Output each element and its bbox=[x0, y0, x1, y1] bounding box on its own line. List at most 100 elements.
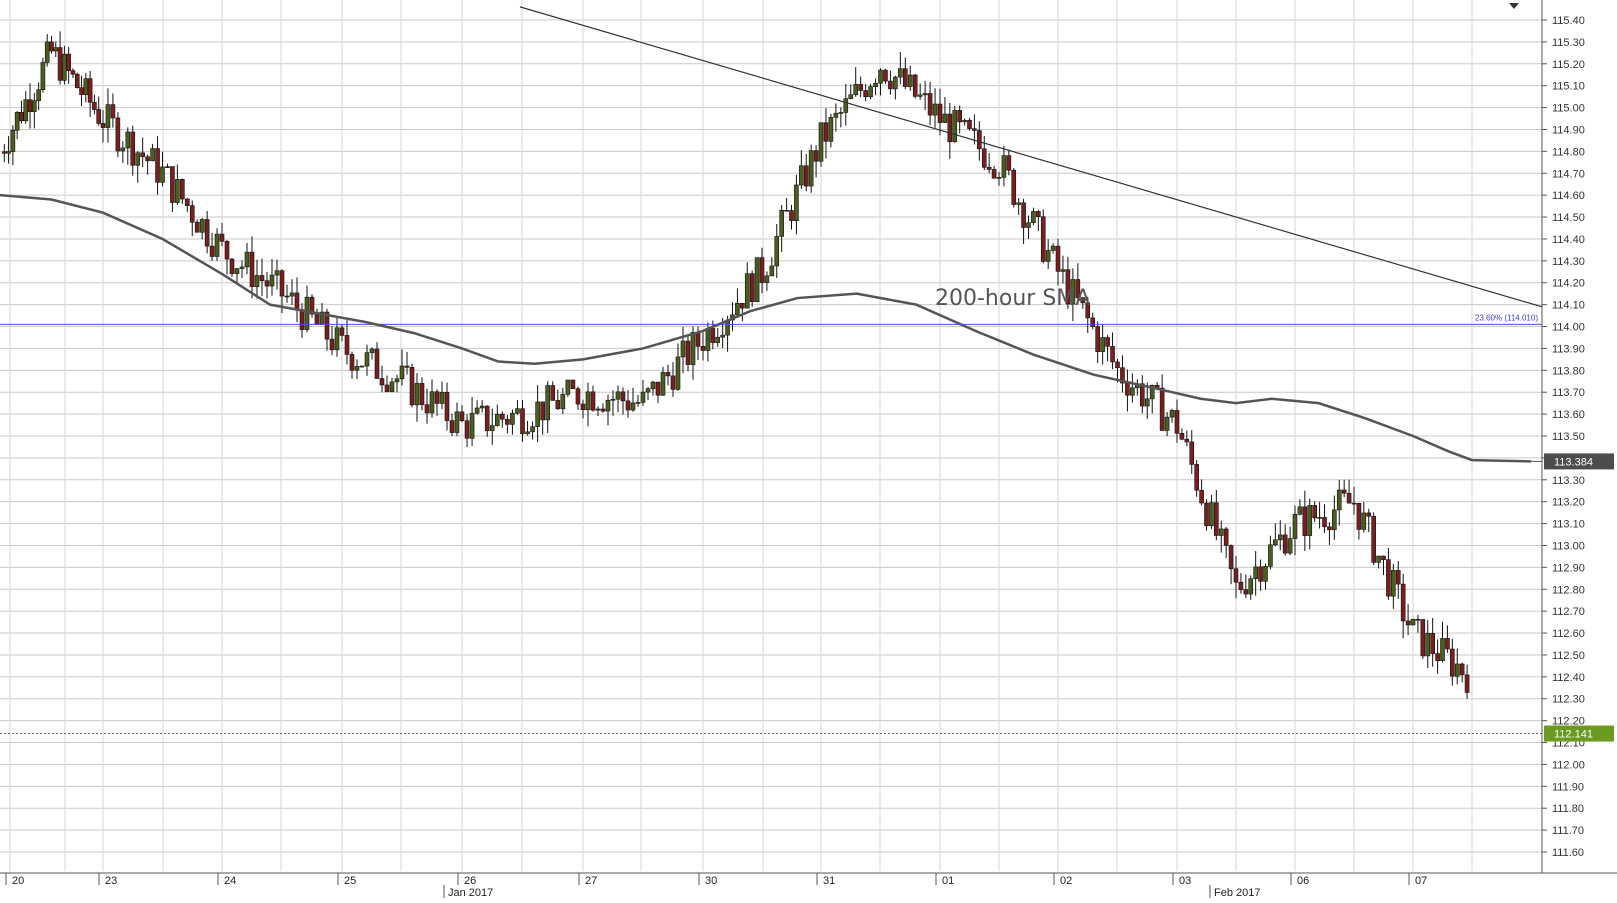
candle-up bbox=[1016, 202, 1021, 205]
y-tick-label: 114.90 bbox=[1552, 124, 1585, 136]
candle-down bbox=[344, 335, 350, 355]
candle-down bbox=[339, 327, 345, 336]
candle-down bbox=[590, 391, 596, 411]
candle-down bbox=[500, 413, 505, 420]
y-tick-label: 111.70 bbox=[1552, 825, 1584, 837]
candle-down bbox=[981, 148, 987, 168]
candle-up bbox=[1391, 570, 1396, 597]
candle-down bbox=[813, 150, 819, 162]
candle-down bbox=[92, 101, 97, 110]
candle-down bbox=[189, 205, 195, 223]
candle-down bbox=[1258, 566, 1263, 582]
x-tick-label: 07 bbox=[1415, 875, 1427, 887]
label-layer: 23.60% (114.010) 200-hour SMA 113.384 112.1… bbox=[935, 3, 1614, 742]
candle-down bbox=[1021, 202, 1026, 228]
x-tick-label: 30 bbox=[705, 875, 717, 887]
candle-up bbox=[1297, 506, 1303, 515]
y-tick-label: 113.70 bbox=[1552, 387, 1585, 399]
candle-down bbox=[299, 309, 305, 330]
x-month-label: Jan 2017 bbox=[448, 887, 493, 898]
candle-up bbox=[354, 366, 360, 371]
candle-down bbox=[424, 404, 430, 414]
candle-down bbox=[550, 385, 556, 401]
candle-down bbox=[1090, 317, 1096, 327]
candle-up bbox=[952, 110, 958, 143]
candle-down bbox=[87, 78, 93, 103]
candle-down bbox=[224, 241, 230, 260]
candle-down bbox=[145, 156, 150, 162]
y-tick-label: 114.10 bbox=[1552, 300, 1585, 312]
candle-up bbox=[199, 219, 205, 233]
candle-up bbox=[1045, 250, 1051, 262]
sma-price-tag-bg bbox=[1544, 453, 1614, 470]
candle-up bbox=[515, 408, 520, 414]
sma-price-tag: 113.384 bbox=[1554, 456, 1593, 468]
candle-down bbox=[1371, 515, 1376, 563]
candle-up bbox=[705, 328, 711, 351]
candle-up bbox=[843, 98, 849, 113]
candle-up bbox=[274, 270, 280, 276]
candle-down bbox=[184, 198, 190, 206]
candle-up bbox=[907, 74, 913, 87]
candle-down bbox=[1055, 245, 1061, 272]
candle-down bbox=[1199, 489, 1204, 504]
candle-up bbox=[1169, 410, 1175, 418]
candle-up bbox=[1218, 528, 1224, 536]
y-tick-label: 113.00 bbox=[1552, 540, 1585, 552]
candle-down bbox=[27, 99, 33, 112]
y-tick-label: 112.00 bbox=[1552, 759, 1585, 771]
candle-up bbox=[53, 47, 59, 52]
candle-down bbox=[1120, 367, 1125, 384]
downtrend-line bbox=[519, 6, 1543, 308]
candle-down bbox=[140, 152, 145, 158]
candle-up bbox=[1273, 539, 1278, 546]
line-layer bbox=[0, 6, 1543, 735]
candle-up bbox=[808, 150, 814, 187]
candle-up bbox=[474, 407, 480, 414]
candle-down bbox=[1327, 526, 1332, 531]
candle-down bbox=[888, 80, 893, 90]
last-price-tag-bg bbox=[1544, 725, 1614, 742]
candle-up bbox=[1263, 565, 1268, 582]
candle-up bbox=[44, 41, 50, 63]
candle-down bbox=[700, 346, 706, 351]
y-tick-label: 112.60 bbox=[1552, 628, 1585, 640]
candle-up bbox=[853, 84, 859, 96]
last-price-tag: 112.141 bbox=[1554, 729, 1593, 741]
candle-down bbox=[858, 84, 863, 91]
candle-up bbox=[304, 296, 310, 330]
candle-down bbox=[409, 367, 415, 406]
candle-up bbox=[1336, 489, 1342, 511]
candle-up bbox=[660, 372, 666, 396]
candle-down bbox=[70, 70, 76, 75]
candle-down bbox=[902, 68, 908, 87]
candle-up bbox=[36, 89, 41, 101]
y-tick-label: 112.40 bbox=[1552, 672, 1585, 684]
y-tick-label: 112.30 bbox=[1552, 694, 1585, 706]
candle-down bbox=[1356, 502, 1362, 530]
candle-down bbox=[1085, 302, 1091, 319]
candle-up bbox=[615, 391, 621, 400]
candle-down bbox=[600, 408, 606, 412]
candle-down bbox=[937, 103, 943, 123]
candle-down bbox=[620, 391, 626, 402]
candle-down bbox=[823, 122, 829, 142]
candle-up bbox=[610, 398, 616, 401]
candle-down bbox=[1386, 559, 1391, 597]
candle-down bbox=[19, 112, 24, 122]
candle-up bbox=[635, 402, 641, 404]
candle-down bbox=[324, 311, 330, 340]
candle-up bbox=[160, 166, 165, 183]
candle-up bbox=[1070, 279, 1076, 305]
candle-up bbox=[414, 383, 420, 406]
candle-down bbox=[1459, 663, 1465, 676]
candle-up bbox=[150, 148, 155, 162]
candle-up bbox=[1425, 633, 1431, 657]
candle-down bbox=[505, 418, 510, 425]
candle-down bbox=[100, 123, 106, 128]
y-tick-label: 112.20 bbox=[1552, 716, 1585, 728]
candle-down bbox=[249, 251, 255, 288]
candle-up bbox=[165, 166, 170, 168]
y-tick-label: 114.40 bbox=[1552, 234, 1585, 246]
candle-up bbox=[799, 165, 804, 186]
